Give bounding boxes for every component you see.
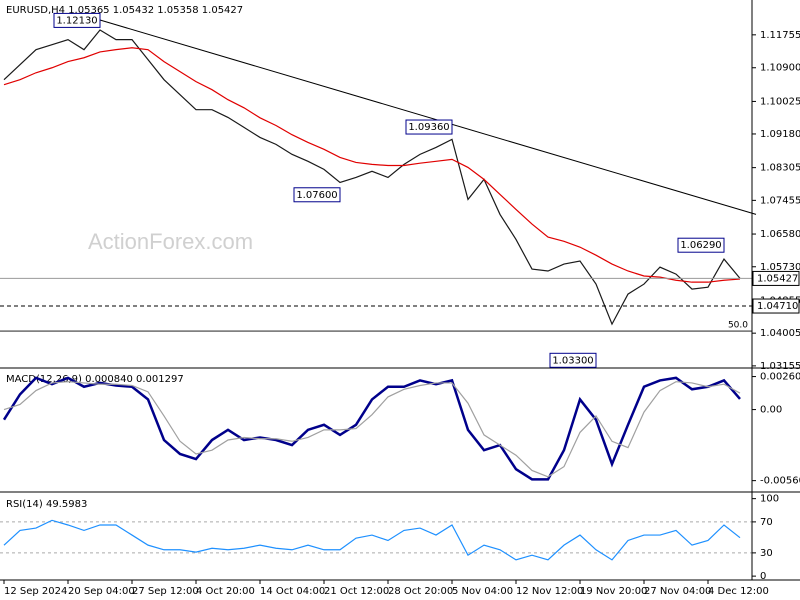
series-line xyxy=(3,47,741,283)
x-tick-label: 5 Nov 04:00 xyxy=(452,586,513,597)
annotation-box xyxy=(293,187,341,203)
annotation-label: 1.03300 xyxy=(552,355,593,366)
y-tick-label: 1.10900 xyxy=(760,63,800,74)
x-tick-label: 4 Dec 12:00 xyxy=(708,586,769,597)
price-box xyxy=(752,298,800,314)
annotation-label: 1.06290 xyxy=(680,240,721,251)
series-line xyxy=(3,29,741,326)
annotation-label: 1.09360 xyxy=(408,122,449,133)
annotation-box xyxy=(53,12,101,28)
x-tick-label: 27 Sep 12:00 xyxy=(132,586,199,597)
trendline xyxy=(99,19,757,215)
y-tick-label: 1.06580 xyxy=(760,229,800,240)
x-tick-label: 12 Sep 2024 xyxy=(4,586,67,597)
y-tick-label: 1.07455 xyxy=(760,195,800,206)
y-tick-label: 70 xyxy=(760,517,773,528)
series-line xyxy=(3,519,741,561)
annotation-box xyxy=(677,237,725,253)
x-tick-label: 27 Nov 04:00 xyxy=(644,586,711,597)
watermark: ActionForex.com xyxy=(88,229,253,254)
fib-label: 50.0 xyxy=(728,321,748,331)
y-tick-label: -0.005604 xyxy=(760,476,800,487)
y-tick-label: 100 xyxy=(760,494,779,505)
y-tick-label: 0 xyxy=(760,571,766,582)
panel-title: EURUSD,H4 1.05365 1.05432 1.05358 1.0542… xyxy=(6,5,243,16)
panel-title: MACD(12,26,9) 0.000840 0.001297 xyxy=(6,374,184,385)
price-box-label: 1.05427 xyxy=(757,273,798,284)
y-tick-label: 1.05730 xyxy=(760,262,800,273)
y-tick-label: 0.00 xyxy=(760,405,782,416)
x-tick-label: 19 Nov 20:00 xyxy=(580,586,647,597)
y-tick-label: 1.03155 xyxy=(760,361,800,372)
y-tick-label: 1.04005 xyxy=(760,328,800,339)
x-tick-label: 28 Oct 20:00 xyxy=(388,586,453,597)
y-tick-label: 1.11755 xyxy=(760,30,800,41)
x-tick-label: 20 Sep 04:00 xyxy=(68,586,135,597)
y-tick-label: 1.10025 xyxy=(760,96,800,107)
annotation-label: 1.12130 xyxy=(56,15,97,26)
y-tick-label: 30 xyxy=(760,548,773,559)
y-tick-label: 1.08305 xyxy=(760,163,800,174)
annotation-label: 1.07600 xyxy=(296,190,337,201)
annotation-box xyxy=(549,352,597,368)
series-line xyxy=(2,376,741,481)
annotation-box xyxy=(405,119,453,135)
x-tick-label: 21 Oct 12:00 xyxy=(324,586,389,597)
y-tick-label: 1.09180 xyxy=(760,129,800,140)
x-tick-label: 4 Oct 20:00 xyxy=(196,586,255,597)
price-box xyxy=(752,270,800,286)
x-tick-label: 12 Nov 12:00 xyxy=(516,586,583,597)
panel-title: RSI(14) 49.5983 xyxy=(6,499,87,510)
x-tick-label: 14 Oct 04:00 xyxy=(260,586,325,597)
y-tick-label: 0.002603 xyxy=(760,372,800,383)
series-line xyxy=(3,381,741,478)
price-box-label: 1.04710 xyxy=(757,301,798,312)
